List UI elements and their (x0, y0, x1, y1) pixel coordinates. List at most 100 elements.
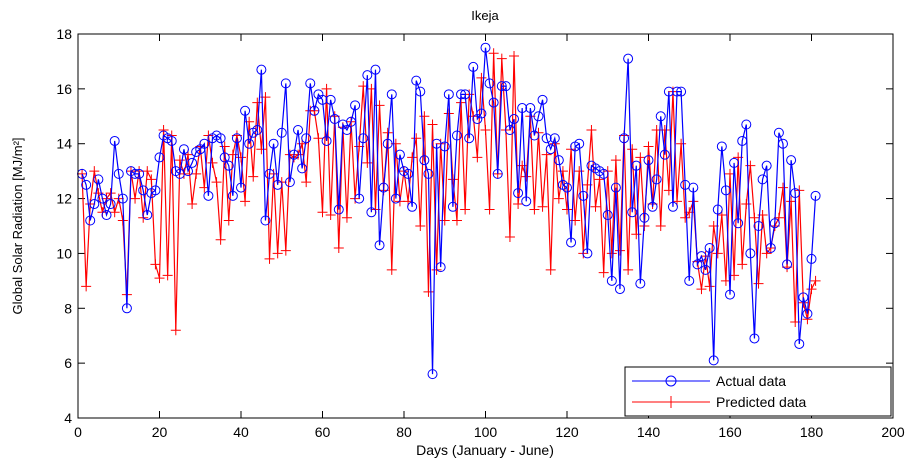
point-marker (394, 149, 405, 160)
point-marker (207, 157, 218, 168)
point-marker (284, 177, 295, 188)
point-marker (619, 133, 630, 144)
point-marker (378, 182, 389, 193)
y-tick-label: 16 (56, 81, 72, 97)
y-tick-label: 18 (56, 26, 72, 42)
point-marker (504, 125, 515, 135)
point-marker (386, 264, 397, 275)
point-marker (130, 168, 141, 179)
point-marker (741, 199, 752, 210)
point-marker (472, 152, 483, 163)
point-marker (614, 245, 625, 256)
x-tick-label: 80 (396, 424, 412, 440)
point-marker (256, 144, 267, 155)
point-marker (460, 89, 471, 100)
point-marker (341, 212, 352, 223)
point-marker (631, 229, 642, 240)
y-tick-label: 14 (56, 136, 72, 152)
point-marker (643, 155, 654, 166)
point-marker (460, 204, 471, 215)
point-marker (582, 248, 593, 259)
point-marker (749, 333, 760, 344)
point-marker (89, 199, 100, 210)
point-marker (725, 289, 735, 300)
point-marker (521, 171, 532, 182)
point-marker (651, 174, 662, 185)
point-marker (293, 125, 304, 135)
point-marker (802, 308, 813, 319)
point-marker (663, 86, 674, 97)
point-marker (712, 248, 723, 259)
point-marker (341, 125, 352, 135)
point-marker (244, 116, 255, 127)
point-marker (105, 199, 116, 210)
axes-box (77, 33, 894, 419)
point-marker (549, 133, 560, 144)
legend-label: Actual data (716, 373, 786, 389)
point-marker (358, 133, 369, 144)
point-marker (537, 201, 548, 212)
point-marker (325, 210, 336, 221)
point-marker (199, 138, 210, 149)
point-marker (317, 207, 328, 218)
point-marker (623, 53, 634, 64)
legend-marker (665, 396, 677, 408)
point-marker (256, 64, 267, 75)
y-axis-label: Global Solar Radiation [MJ/m²] (10, 137, 25, 314)
point-marker (741, 119, 752, 130)
point-marker (456, 89, 467, 100)
point-marker (150, 185, 161, 196)
point-marker (545, 144, 556, 155)
x-tick-label: 40 (233, 424, 249, 440)
point-marker (240, 196, 251, 207)
legend: Actual data Predicted data (624, 366, 892, 417)
y-tick-label: 6 (64, 355, 72, 371)
point-marker (215, 133, 226, 144)
point-marker (562, 204, 572, 215)
point-marker (484, 78, 495, 89)
point-marker (415, 221, 426, 231)
point-marker (704, 281, 715, 292)
point-marker (174, 155, 185, 166)
point-marker (415, 86, 426, 97)
point-marker (451, 130, 462, 141)
point-marker (496, 53, 507, 64)
point-marker (309, 105, 320, 116)
point-marker (390, 193, 401, 204)
point-marker (142, 210, 153, 221)
point-marker (769, 218, 780, 229)
point-marker (109, 135, 120, 146)
point-marker (496, 81, 507, 92)
point-marker (321, 83, 332, 94)
x-tick-label: 180 (800, 424, 824, 440)
point-marker (150, 259, 161, 270)
point-marker (578, 190, 589, 201)
point-marker (130, 193, 141, 204)
point-marker (676, 138, 687, 149)
point-marker (301, 133, 312, 144)
point-marker (667, 201, 678, 212)
x-tick-label: 100 (474, 424, 498, 440)
y-tick-label: 4 (64, 410, 72, 426)
point-marker (260, 215, 271, 226)
point-marker (574, 138, 585, 149)
point-marker (447, 174, 458, 185)
y-tick-label: 8 (64, 300, 72, 316)
point-marker (729, 157, 740, 168)
point-marker (333, 242, 344, 253)
y-tick-label: 10 (56, 245, 72, 261)
point-marker (517, 103, 528, 114)
legend-label: Predicted data (716, 394, 806, 410)
point-marker (301, 177, 312, 188)
point-marker (211, 177, 222, 188)
point-marker (236, 182, 246, 193)
point-marker (191, 168, 202, 179)
point-marker (386, 89, 397, 100)
point-marker (635, 152, 646, 163)
point-marker (500, 81, 511, 92)
point-marker (773, 127, 784, 138)
point-marker (643, 141, 654, 152)
point-marker (411, 75, 422, 86)
point-marker (606, 248, 617, 259)
point-marker (484, 204, 495, 215)
